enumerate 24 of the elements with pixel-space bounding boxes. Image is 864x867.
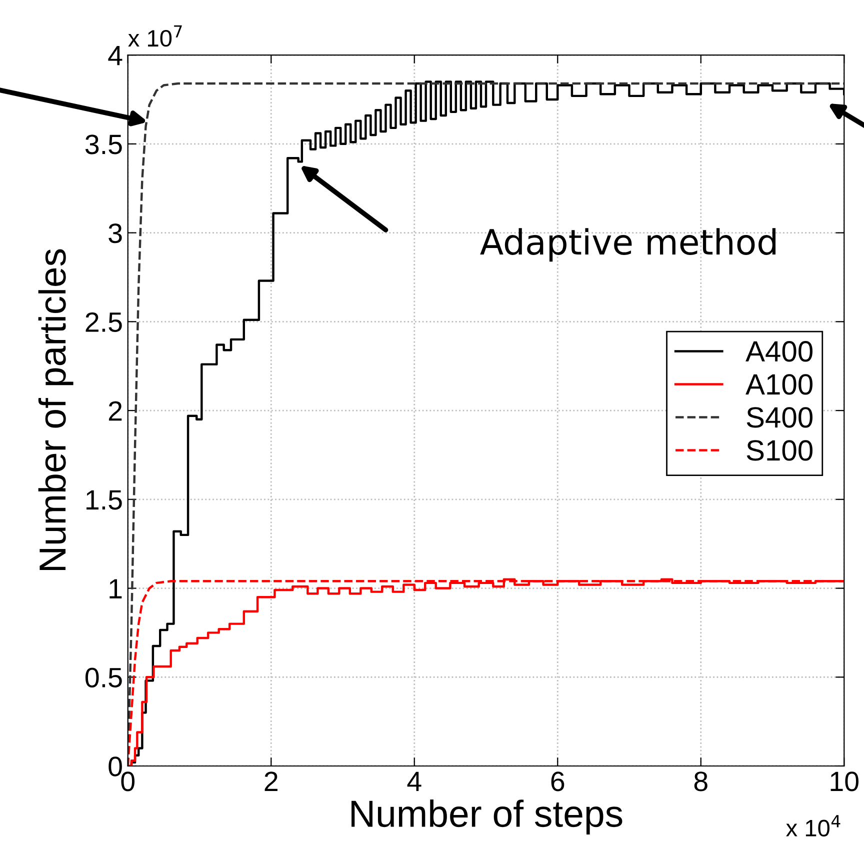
y-tick-label: 0 [108,756,122,776]
x-tick-label: 4 [407,772,422,791]
x-axis-title: Number of steps [352,800,622,834]
y-tick-label: 1.5 [86,490,122,510]
legend-label: S400 [746,407,812,428]
x-tick-label: 8 [694,772,708,792]
text: x 10$^{7}$ [128,25,182,47]
legend-label: A400 [746,341,812,362]
y-tick-label: 3.5 [85,134,122,154]
x-tick-label: 6 [551,772,564,792]
y-tick-label: 2.5 [86,312,122,332]
y-tick-label: 0.5 [85,668,122,688]
y-tick-label: 4 [108,46,122,66]
y-tick-label: 3 [108,223,122,244]
annotation: Adaptive method [480,228,776,262]
legend-label: S100 [746,440,812,461]
x-tick-label: 10 [830,772,858,792]
y-tick-label: 2 [108,401,122,421]
x-tick-label: 2 [264,772,278,791]
x-tick-label: 0 [121,772,135,792]
legend-label: A100 [746,374,812,395]
text: x 10$^{4}$ [786,815,840,836]
y-axis-title: Number of particles [38,249,74,570]
y-tick-label: 1 [110,579,122,598]
